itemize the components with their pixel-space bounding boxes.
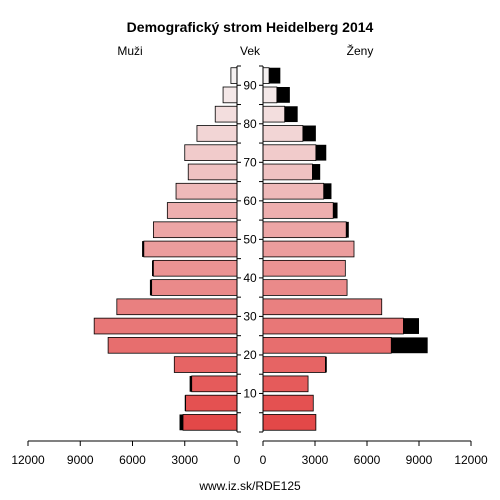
- age-axis: 10 20 30 40 50 60 70 80 90: [236, 65, 264, 433]
- center-label-age: Vek: [240, 44, 261, 58]
- bar-women-excess-50-54: [346, 221, 349, 238]
- bar-women-excess-65-69: [312, 164, 321, 180]
- x-axis-men: 0 3000 6000 9000 12000: [11, 440, 241, 467]
- bar-women-65-69: [262, 163, 313, 181]
- bar-women-50-54: [262, 221, 347, 239]
- bar-women-45-49: [262, 240, 355, 258]
- bar-women-excess-85-89: [276, 86, 290, 103]
- bar-men-60-64: [175, 182, 238, 200]
- bar-men-45-49: [143, 240, 238, 258]
- x-tick-label-women-6000: 6000: [354, 453, 381, 467]
- bar-women-85-89: [262, 86, 278, 104]
- age-tick-label-80: 80: [243, 117, 257, 131]
- bar-women-60-64: [262, 182, 325, 200]
- x-tick-label-women-3000: 3000: [302, 453, 329, 467]
- bar-men-90+: [230, 67, 238, 84]
- bar-women-75-79: [262, 125, 304, 142]
- x-tick-label-men-6000: 6000: [119, 453, 146, 467]
- bar-women-30-34: [262, 298, 383, 316]
- right-label-women: Ženy: [347, 43, 374, 58]
- bar-women-10-14: [262, 375, 309, 393]
- bar-women-70-74: [262, 144, 317, 161]
- x-tick-label-men-3000: 3000: [171, 453, 198, 467]
- bar-women-excess-80-84: [284, 106, 298, 123]
- age-tick-label-70: 70: [243, 155, 257, 169]
- x-tick-label-men-0: 0: [234, 453, 241, 467]
- bar-men-20-24: [107, 337, 238, 354]
- bar-women-15-19: [262, 356, 326, 373]
- x-tick-label-men-12000: 12000: [11, 453, 45, 467]
- x-tick-label-men-9000: 9000: [67, 453, 94, 467]
- bar-women-90+: [262, 67, 270, 84]
- bar-men-80-84: [214, 105, 238, 123]
- bar-women-excess-60-64: [323, 183, 332, 200]
- bar-men-85-89: [222, 86, 238, 104]
- bar-men-10-14: [191, 375, 238, 393]
- bar-men-5-9: [185, 394, 238, 412]
- bar-women-5-9: [262, 394, 314, 412]
- bar-women-25-29: [262, 317, 404, 335]
- age-tick-label-30: 30: [243, 309, 257, 323]
- footer-url: www.iz.sk/RDE125: [198, 479, 301, 493]
- bar-men-75-79: [196, 125, 238, 142]
- left-label-men: Muži: [117, 44, 142, 58]
- age-tick-label-90: 90: [243, 78, 257, 92]
- bar-women-excess-70-74: [315, 144, 327, 161]
- age-tick-label-40: 40: [243, 271, 257, 285]
- bar-women-excess-55-59: [333, 202, 338, 219]
- bar-women-excess-15-19: [325, 356, 327, 373]
- bar-women-excess-20-24: [391, 337, 428, 354]
- bar-men-55-59: [166, 202, 238, 219]
- chart-title: Demografický strom Heidelberg 2014: [127, 19, 374, 35]
- bar-men-50-54: [152, 221, 238, 239]
- bar-men-35-39: [151, 279, 238, 296]
- bar-men-40-44: [152, 259, 238, 277]
- bar-men-30-34: [116, 298, 238, 316]
- x-tick-label-women-9000: 9000: [406, 453, 433, 467]
- bar-women-excess-25-29: [403, 318, 419, 334]
- age-tick-label-60: 60: [243, 194, 257, 208]
- bar-men-70-74: [184, 144, 238, 161]
- bar-women-40-44: [262, 259, 346, 277]
- x-tick-label-women-0: 0: [260, 453, 267, 467]
- bar-men-excess-5-9: [184, 395, 186, 412]
- bar-women-55-59: [262, 202, 334, 219]
- age-tick-label-10: 10: [243, 386, 257, 400]
- bar-men-excess-0-4: [179, 414, 184, 431]
- bar-women-80-84: [262, 105, 286, 123]
- bar-men-excess-40-44: [152, 260, 154, 277]
- bar-men-excess-35-39: [149, 279, 152, 296]
- bar-women-excess-75-79: [302, 125, 316, 142]
- bars-group: [93, 67, 428, 431]
- bar-men-excess-45-49: [142, 241, 144, 257]
- bar-women-excess-90+: [269, 67, 281, 84]
- bar-men-65-69: [187, 163, 238, 181]
- x-axis-women: 0 3000 6000 9000 12000: [260, 440, 488, 467]
- bar-men-15-19: [173, 356, 238, 373]
- age-tick-label-20: 20: [243, 348, 257, 362]
- bar-women-20-24: [262, 337, 392, 354]
- age-tick-label-50: 50: [243, 232, 257, 246]
- bar-women-35-39: [262, 279, 348, 296]
- bar-men-25-29: [93, 317, 238, 335]
- bar-men-excess-10-14: [189, 375, 192, 392]
- bar-women-0-4: [262, 414, 317, 431]
- x-tick-label-women-12000: 12000: [454, 453, 488, 467]
- bar-men-0-4: [182, 414, 238, 431]
